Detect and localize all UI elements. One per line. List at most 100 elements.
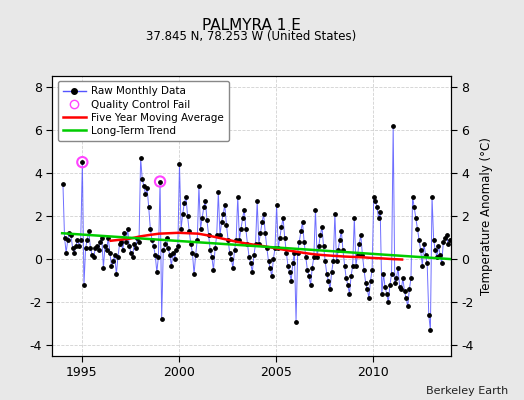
Point xyxy=(97,234,106,241)
Point xyxy=(350,215,358,221)
Point xyxy=(120,230,128,236)
Point xyxy=(326,286,334,292)
Point xyxy=(221,202,229,208)
Point xyxy=(176,161,184,168)
Point xyxy=(148,236,156,243)
Point xyxy=(271,245,279,252)
Point xyxy=(242,226,250,232)
Point xyxy=(405,286,413,292)
Point xyxy=(91,245,100,252)
Point xyxy=(436,252,444,258)
Point xyxy=(232,236,241,243)
Point xyxy=(426,327,434,333)
Point xyxy=(324,278,333,284)
Point xyxy=(145,204,153,210)
Point xyxy=(412,215,420,221)
Point xyxy=(442,232,451,238)
Point xyxy=(152,269,161,275)
Point xyxy=(209,267,217,273)
Point xyxy=(94,247,103,254)
Point xyxy=(252,241,260,247)
Point xyxy=(140,183,148,189)
Point xyxy=(238,215,247,221)
Point xyxy=(410,204,418,210)
Point xyxy=(72,243,80,249)
Point xyxy=(300,239,308,245)
Point xyxy=(172,247,180,254)
Point xyxy=(259,211,268,217)
Point xyxy=(286,269,294,275)
Point xyxy=(217,219,226,226)
Point xyxy=(115,241,124,247)
Point xyxy=(348,262,357,269)
Point xyxy=(106,250,114,256)
Point xyxy=(383,290,391,297)
Point xyxy=(280,234,289,241)
Point xyxy=(250,252,258,258)
Point xyxy=(151,252,159,258)
Point xyxy=(255,241,263,247)
Point xyxy=(77,236,85,243)
Point xyxy=(90,254,98,260)
Point xyxy=(173,243,182,249)
Point xyxy=(246,260,255,266)
Point xyxy=(253,198,261,204)
Point xyxy=(295,239,303,245)
Point xyxy=(445,236,454,243)
Point xyxy=(424,312,433,318)
Point xyxy=(114,254,122,260)
Point xyxy=(101,243,109,249)
Point xyxy=(162,234,171,241)
Point xyxy=(240,206,248,213)
Point xyxy=(190,271,198,277)
Point xyxy=(264,258,272,264)
Point xyxy=(355,241,363,247)
Point xyxy=(396,284,404,290)
Y-axis label: Temperature Anomaly (°C): Temperature Anomaly (°C) xyxy=(481,137,494,295)
Point xyxy=(420,241,428,247)
Point xyxy=(344,282,352,288)
Point xyxy=(397,286,406,292)
Point xyxy=(70,250,79,256)
Point xyxy=(342,275,351,282)
Text: 37.845 N, 78.253 W (United States): 37.845 N, 78.253 W (United States) xyxy=(146,30,357,43)
Point xyxy=(373,204,381,210)
Point xyxy=(297,228,305,234)
Point xyxy=(352,262,360,269)
Point xyxy=(347,273,355,280)
Point xyxy=(161,241,169,247)
Point xyxy=(341,262,349,269)
Point xyxy=(182,194,190,200)
Point xyxy=(203,217,211,224)
Point xyxy=(146,226,155,232)
Point xyxy=(329,258,337,264)
Point xyxy=(185,228,193,234)
Point xyxy=(125,243,134,249)
Point xyxy=(96,239,104,245)
Point xyxy=(164,245,172,252)
Point xyxy=(298,219,307,226)
Point xyxy=(334,247,342,254)
Point xyxy=(431,247,440,254)
Point xyxy=(117,239,125,245)
Point xyxy=(118,247,127,254)
Point xyxy=(399,275,407,282)
Point xyxy=(316,232,324,238)
Point xyxy=(248,269,257,275)
Point xyxy=(261,230,269,236)
Point xyxy=(384,299,392,305)
Point xyxy=(421,252,430,258)
Point xyxy=(136,155,145,161)
Point xyxy=(167,262,176,269)
Legend: Raw Monthly Data, Quality Control Fail, Five Year Moving Average, Long-Term Tren: Raw Monthly Data, Quality Control Fail, … xyxy=(58,81,229,141)
Point xyxy=(293,250,302,256)
Point xyxy=(258,219,266,226)
Point xyxy=(156,178,164,185)
Point xyxy=(141,191,150,198)
Point xyxy=(378,290,386,297)
Point xyxy=(214,189,223,196)
Point xyxy=(235,236,244,243)
Point xyxy=(337,228,345,234)
Point xyxy=(234,194,242,200)
Point xyxy=(371,198,379,204)
